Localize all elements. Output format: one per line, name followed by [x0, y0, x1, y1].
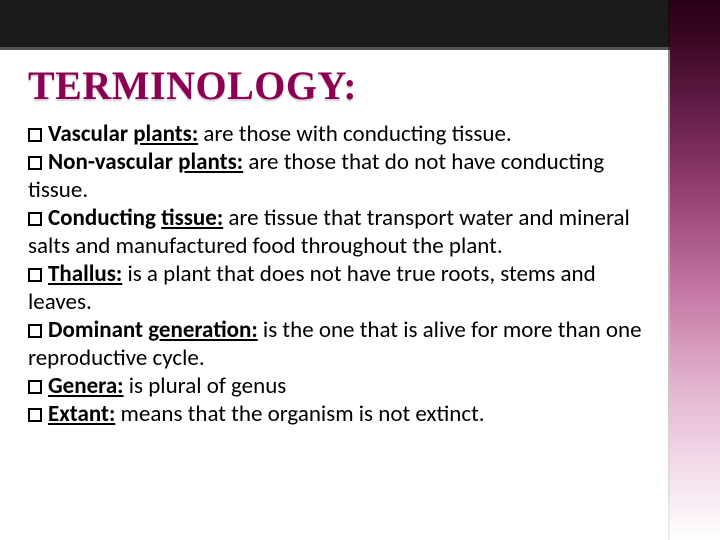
- square-bullet-icon: [28, 212, 42, 226]
- definition-text: means that the organism is not extinct.: [115, 400, 484, 428]
- top-accent-band: [0, 0, 670, 50]
- term-underlined: Thallus:: [48, 260, 122, 288]
- term-underlined: plants:: [133, 120, 198, 148]
- right-accent-bar: [670, 0, 720, 540]
- square-bullet-icon: [28, 128, 42, 142]
- term-underlined: generation:: [148, 316, 258, 344]
- list-item: Dominant generation: is the one that is …: [28, 316, 650, 372]
- list-item: Non-vascular plants: are those that do n…: [28, 148, 650, 204]
- term-plain: Dominant: [48, 316, 148, 344]
- definition-text: is plural of genus: [124, 372, 287, 400]
- term-underlined: Extant:: [48, 400, 115, 428]
- list-item: Extant: means that the organism is not e…: [28, 400, 650, 428]
- definition-text: are those with conducting tissue.: [198, 120, 512, 148]
- square-bullet-icon: [28, 156, 42, 170]
- list-item: Genera: is plural of genus: [28, 372, 650, 400]
- square-bullet-icon: [28, 408, 42, 422]
- square-bullet-icon: [28, 268, 42, 282]
- list-item: Conducting tissue: are tissue that trans…: [28, 204, 650, 260]
- term-underlined: tissue:: [161, 204, 223, 232]
- square-bullet-icon: [28, 380, 42, 394]
- terminology-list: Vascular plants: are those with conducti…: [28, 120, 650, 429]
- list-item: Thallus: is a plant that does not have t…: [28, 260, 650, 316]
- square-bullet-icon: [28, 324, 42, 338]
- slide-title: TERMINOLOGY:: [28, 62, 357, 109]
- term-plain: Vascular: [48, 120, 133, 148]
- right-accent-edge: [668, 0, 670, 540]
- list-item: Vascular plants: are those with conducti…: [28, 120, 650, 148]
- term-plain: Conducting: [48, 204, 161, 232]
- term-underlined: plants:: [178, 148, 243, 176]
- term-underlined: Genera:: [48, 372, 124, 400]
- term-plain: Non-vascular: [48, 148, 178, 176]
